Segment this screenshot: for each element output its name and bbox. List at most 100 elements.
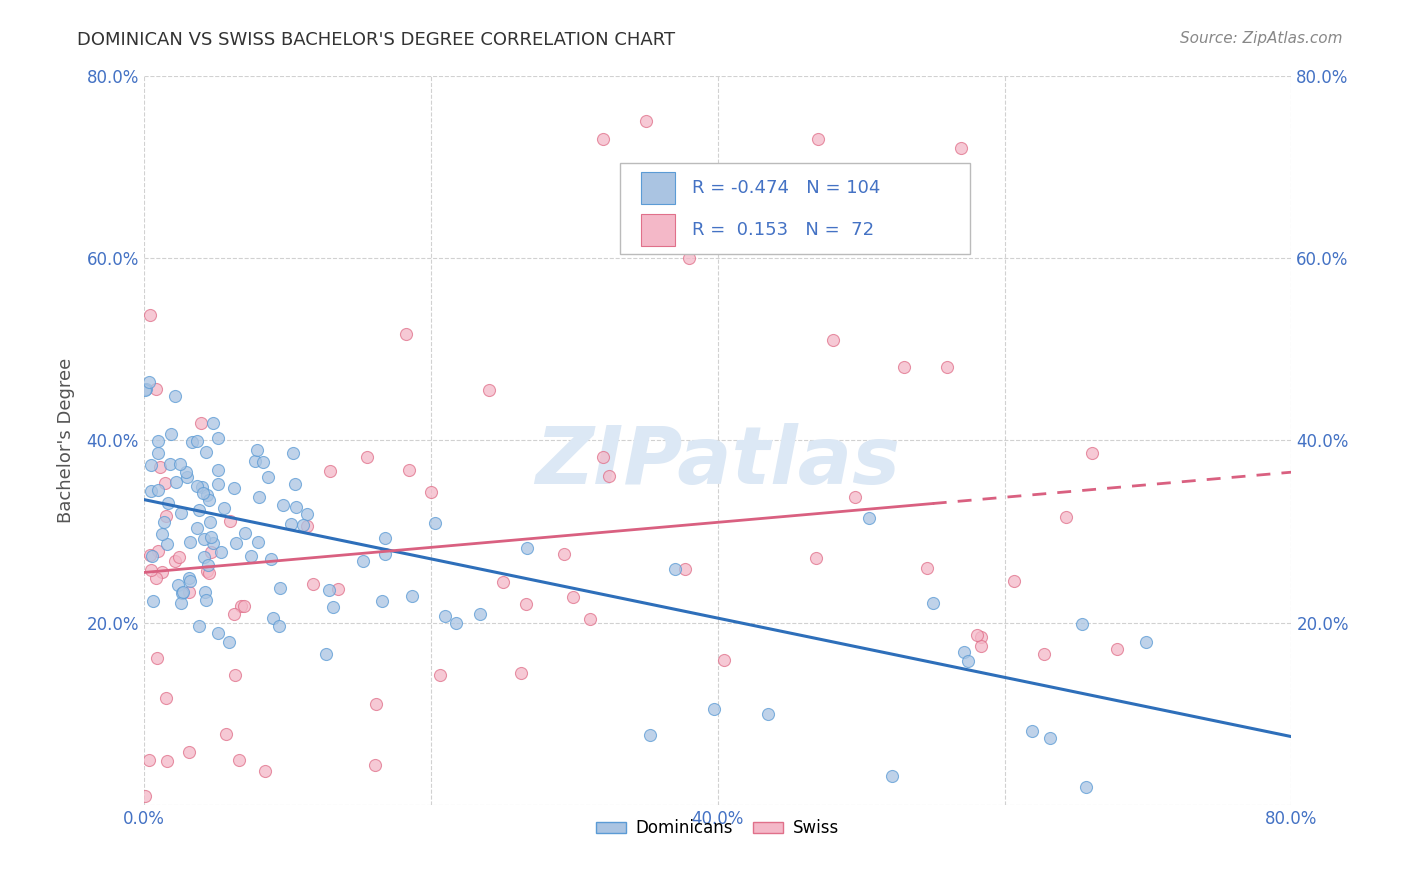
Point (256, 469, 278, 483)
Point (969, 630, 991, 644)
Point (401, 590, 423, 604)
Point (212, 500, 235, 515)
Point (179, 574, 201, 588)
Point (957, 653, 980, 667)
Point (922, 596, 945, 610)
Point (155, 509, 177, 524)
Point (247, 490, 270, 504)
Point (252, 455, 274, 469)
Point (167, 549, 190, 564)
Point (363, 758, 385, 772)
Point (578, 612, 600, 626)
Point (433, 608, 456, 623)
Point (478, 384, 501, 398)
Point (283, 445, 305, 459)
Point (553, 547, 575, 561)
Point (429, 668, 451, 682)
Point (156, 496, 179, 510)
Point (395, 327, 418, 342)
Point (193, 533, 215, 547)
Point (228, 753, 250, 767)
Point (936, 360, 959, 375)
Point (155, 690, 177, 705)
Point (271, 498, 294, 512)
FancyBboxPatch shape (620, 163, 970, 254)
Point (176, 470, 198, 484)
Point (318, 464, 340, 478)
Point (703, 702, 725, 716)
Point (419, 485, 441, 500)
Point (1032, 648, 1054, 662)
Point (292, 518, 315, 533)
Point (135, 382, 157, 396)
Point (207, 476, 229, 491)
Point (246, 534, 269, 549)
Point (664, 562, 686, 576)
Point (950, 141, 973, 155)
Text: Source: ZipAtlas.com: Source: ZipAtlas.com (1180, 31, 1343, 46)
Point (284, 477, 307, 491)
Point (634, 114, 657, 128)
FancyBboxPatch shape (641, 171, 675, 203)
Point (1021, 723, 1043, 738)
Point (233, 525, 256, 540)
Point (254, 764, 277, 778)
Point (150, 565, 173, 579)
Point (516, 541, 538, 555)
Point (186, 479, 208, 493)
Point (1081, 445, 1104, 459)
Point (179, 535, 201, 549)
Point (169, 458, 191, 472)
Point (150, 526, 173, 541)
Point (186, 434, 208, 448)
Point (156, 754, 179, 768)
Point (1107, 642, 1129, 657)
Point (823, 333, 845, 347)
Point (202, 536, 225, 550)
Point (179, 571, 201, 585)
Point (134, 789, 156, 803)
Point (180, 435, 202, 450)
Point (207, 463, 229, 477)
Point (398, 463, 420, 477)
Point (509, 666, 531, 681)
Point (190, 479, 212, 493)
Point (139, 308, 162, 322)
Point (218, 514, 240, 528)
Point (858, 510, 880, 524)
Point (302, 576, 325, 591)
Text: ZIPatlas: ZIPatlas (536, 423, 900, 501)
Point (966, 628, 988, 642)
Point (1074, 780, 1097, 794)
Point (141, 549, 163, 564)
Point (134, 384, 156, 398)
Point (423, 516, 446, 530)
Point (373, 547, 395, 561)
Point (188, 618, 211, 632)
Point (915, 560, 938, 574)
Point (562, 590, 585, 604)
Point (193, 485, 215, 500)
Point (844, 491, 866, 505)
Point (156, 536, 179, 550)
Point (141, 484, 163, 499)
Point (444, 616, 467, 631)
Point (678, 251, 700, 265)
Point (163, 389, 186, 403)
Point (146, 483, 169, 498)
Point (187, 503, 209, 517)
Point (195, 444, 218, 458)
Point (214, 727, 236, 741)
Point (138, 753, 160, 767)
Point (218, 634, 240, 648)
Point (179, 745, 201, 759)
Point (232, 599, 254, 614)
Point (166, 578, 188, 592)
Point (1002, 574, 1025, 589)
Point (322, 600, 344, 615)
Point (592, 450, 614, 464)
Point (492, 575, 515, 590)
Point (269, 581, 291, 595)
Point (364, 698, 387, 712)
Point (315, 647, 337, 661)
